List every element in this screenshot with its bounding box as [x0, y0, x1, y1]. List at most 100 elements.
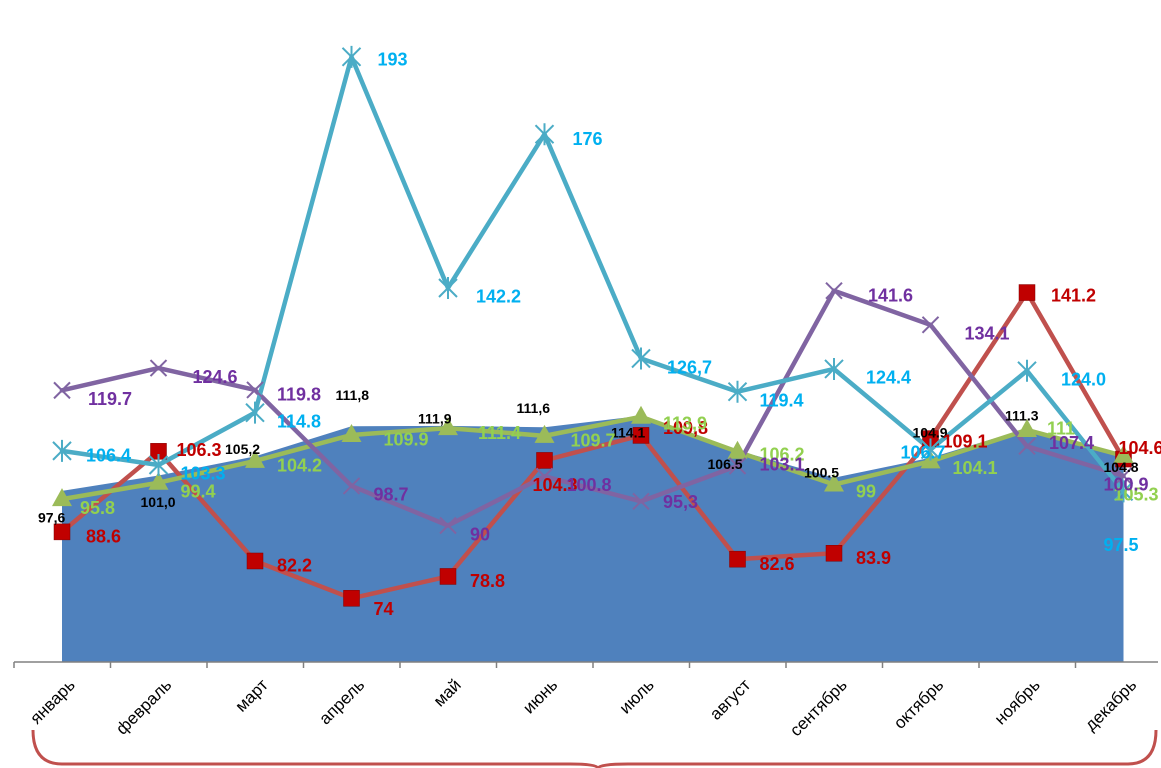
- data-label: 82.6: [760, 554, 795, 574]
- series-line-4: [59, 54, 1126, 494]
- marker-square: [343, 590, 360, 607]
- marker-square: [825, 545, 843, 562]
- data-label: 141.2: [1051, 285, 1096, 305]
- data-label: 107.4: [1049, 433, 1094, 453]
- data-label: 105.3: [1114, 485, 1159, 505]
- data-label: 100.9: [1104, 475, 1149, 495]
- marker-triangle: [148, 471, 169, 490]
- data-label: 106.3: [177, 440, 222, 460]
- x-tick-label: июль: [616, 675, 658, 717]
- data-label: 119.4: [760, 390, 804, 410]
- data-label: 101,0: [141, 494, 176, 510]
- data-label: 100.5: [804, 464, 839, 480]
- data-label: 103.1: [760, 455, 805, 475]
- data-label: 109.7: [571, 431, 616, 451]
- data-label: 88.6: [86, 527, 121, 547]
- marker-x: [439, 516, 457, 535]
- marker-star: [534, 123, 555, 146]
- data-label: 104.8: [1104, 459, 1139, 475]
- marker-triangle: [438, 417, 458, 436]
- data-label: 176: [573, 129, 603, 149]
- data-label: 109.9: [384, 430, 429, 450]
- data-label: 111.3: [1005, 407, 1039, 423]
- data-label: 111,8: [336, 387, 370, 403]
- marker-triangle: [1017, 418, 1037, 437]
- data-label: 109.1: [943, 431, 988, 451]
- data-label: 111,9: [418, 411, 452, 427]
- marker-triangle: [534, 424, 555, 443]
- data-label: 103.3: [181, 464, 226, 484]
- marker-star: [824, 357, 844, 380]
- bracket-left: [31, 729, 600, 768]
- x-tick-label: январь: [26, 675, 79, 728]
- marker-star: [341, 45, 362, 68]
- x-tick-label: май: [430, 675, 465, 710]
- marker-triangle: [727, 440, 748, 459]
- data-label: 193: [378, 50, 408, 70]
- marker-x: [246, 381, 264, 399]
- data-label: 95.8: [80, 498, 115, 518]
- x-tick-label: апрель: [315, 675, 368, 728]
- data-label: 119.8: [277, 385, 321, 405]
- marker-x: [728, 457, 747, 475]
- x-tick-label: октябрь: [890, 675, 947, 732]
- data-label: 106.2: [760, 445, 805, 465]
- data-label: 111: [1047, 419, 1075, 439]
- data-label: 111.4: [478, 423, 521, 443]
- data-label: 99.4: [181, 481, 216, 501]
- series-line-2: [59, 414, 1126, 502]
- marker-star: [245, 401, 265, 424]
- data-label: 82.2: [277, 556, 312, 576]
- data-label: 95,3: [663, 492, 698, 512]
- marker-square: [1018, 284, 1036, 301]
- x-axis: [13, 661, 1158, 668]
- data-label: 100.8: [567, 475, 612, 495]
- marker-x: [53, 381, 71, 400]
- data-label: 111,6: [517, 400, 551, 416]
- marker-x: [632, 492, 650, 511]
- data-label: 104.6: [1119, 438, 1161, 458]
- marker-star: [727, 380, 748, 403]
- data-label: 90: [470, 524, 490, 544]
- data-label: 104.2: [277, 456, 322, 476]
- marker-star: [438, 276, 458, 299]
- marker-square: [536, 452, 553, 469]
- data-label: 142.2: [476, 287, 521, 307]
- x-tick-label: февраль: [112, 675, 175, 738]
- marker-star: [631, 347, 651, 370]
- x-tick-label: сентябрь: [786, 675, 851, 740]
- marker-x: [149, 359, 168, 377]
- marker-square: [53, 523, 71, 541]
- marker-x: [825, 282, 843, 300]
- x-tick-label: август: [706, 675, 754, 723]
- marker-triangle: [245, 449, 265, 468]
- marker-square: [439, 568, 457, 585]
- data-label: 104.9: [913, 424, 948, 440]
- category-tick-labels: январь февраль март апрель май июнь июль август…: [26, 675, 1140, 740]
- marker-x: [1018, 437, 1036, 456]
- x-tick-label: декабрь: [1081, 675, 1140, 734]
- data-label: 104.1: [953, 458, 998, 478]
- series-markers: [52, 45, 1134, 607]
- series-line-3: [59, 288, 1126, 528]
- marker-star: [920, 438, 941, 461]
- data-label: 99: [856, 481, 876, 501]
- data-label: 83.9: [856, 548, 891, 568]
- marker-star: [52, 439, 72, 462]
- data-label: 105,2: [225, 441, 260, 457]
- data-label: 134.1: [965, 324, 1010, 344]
- data-label: 124.4: [866, 368, 911, 388]
- marker-triangle: [631, 405, 651, 424]
- x-tick-label: март: [232, 675, 272, 715]
- marker-x: [1114, 467, 1133, 485]
- data-label: 78.8: [470, 571, 505, 591]
- marker-triangle: [341, 423, 362, 442]
- data-label: 104.3: [533, 475, 578, 495]
- marker-triangle: [1113, 444, 1134, 463]
- data-label: 74: [374, 599, 394, 619]
- series-line-1: [59, 290, 1126, 601]
- marker-triangle: [824, 473, 844, 492]
- marker-triangle: [52, 488, 72, 507]
- data-label: 97.5: [1104, 535, 1139, 555]
